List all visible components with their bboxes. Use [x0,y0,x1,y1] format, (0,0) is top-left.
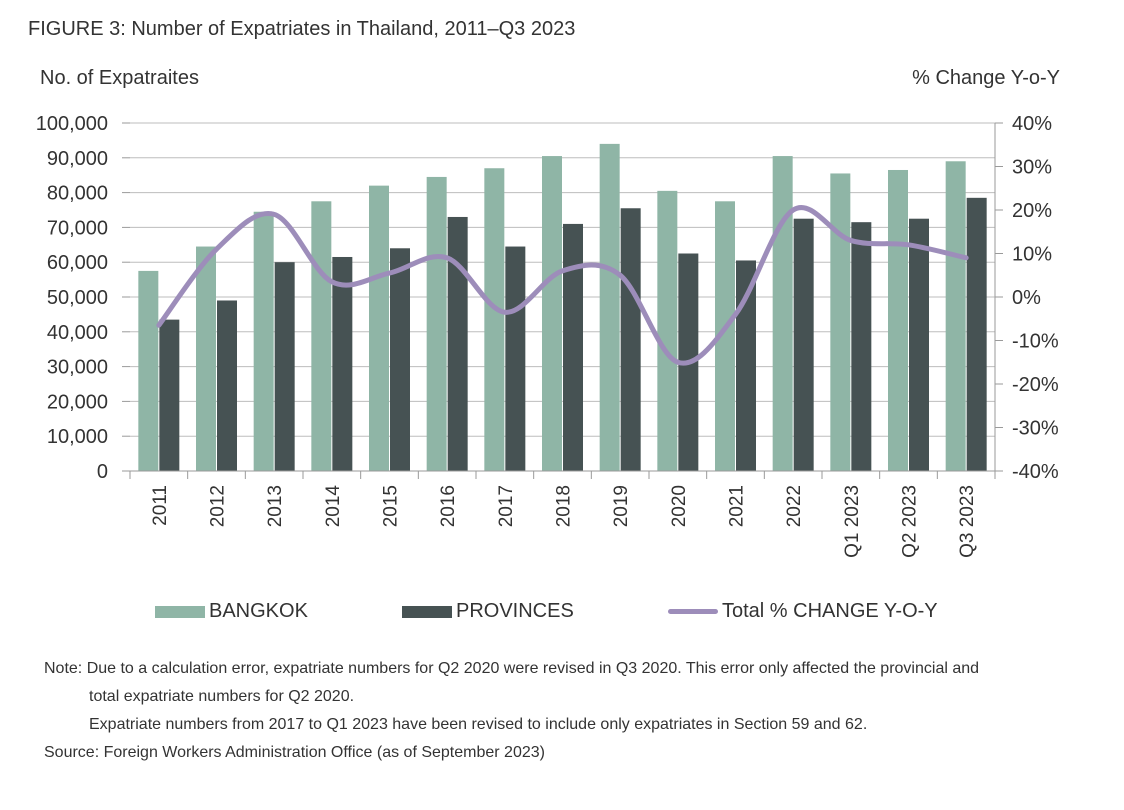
bar-bangkok [138,270,159,471]
x-tick-label: 2020 [669,485,690,527]
bar-bangkok [888,169,908,472]
right-tick-label: -40% [1012,461,1059,483]
left-tick-label: 60,000 [47,252,108,274]
bar-provinces [159,319,180,471]
x-tick-label: Q2 2023 [900,485,921,558]
note-line-1: Note: Due to a calculation error, expatr… [44,660,980,677]
chart-canvas: 0 10,000 20,000 30,000 40,000 50,000 60,000 70,… [36,113,1059,558]
right-tick-label: 30% [1012,157,1052,179]
bar-bangkok [715,201,735,472]
bar-bangkok [542,156,562,471]
left-tick-label: 10,000 [47,426,108,448]
legend-swatch-provinces [402,605,452,618]
bar-provinces [274,262,295,471]
x-tick-label: 2018 [554,485,575,527]
left-tick-label: 80,000 [47,183,108,205]
bar-bangkok [772,156,793,471]
bar-provinces [563,223,583,471]
right-tick-label: 10% [1012,244,1052,266]
x-tick-label: 2011 [150,485,171,526]
bar-provinces [332,256,353,471]
x-tick-label: 2022 [784,485,805,527]
bar-bangkok [426,176,447,471]
bar-provinces [505,246,526,471]
left-axis-title: No. of Expatraites [40,67,199,89]
x-tick-label: 2012 [208,485,229,527]
bar-bangkok [484,168,505,472]
bar-bangkok [311,201,332,472]
x-tick-label: Q3 2023 [957,485,978,558]
right-tick-label: 0% [1012,287,1041,309]
legend-item-provinces: PROVINCES [402,600,574,623]
right-tick-label: -30% [1012,418,1059,440]
left-tick-label: 30,000 [47,357,108,379]
bar-bangkok [369,185,389,471]
left-tick-label: 40,000 [47,322,108,344]
left-tick-label: 50,000 [47,287,108,309]
bar-bangkok [830,173,851,471]
right-tick-label: 40% [1012,113,1052,135]
x-tick-label: 2015 [381,485,402,527]
bar-bangkok [657,190,678,472]
bar-provinces [390,248,410,471]
right-tick-label: -10% [1012,331,1059,353]
bar-provinces [620,208,641,471]
left-tick-label: 0 [97,461,108,483]
x-tick-label: Q1 2023 [842,485,863,558]
notes: Note: Due to a calculation error, expatr… [44,655,979,767]
right-tick-label: -20% [1012,374,1059,396]
x-tick-label: 2014 [323,485,344,528]
right-tick-label: 20% [1012,200,1052,222]
left-tick-label: 70,000 [47,217,108,239]
left-tick-label: 100,000 [36,113,108,135]
bar-provinces [736,260,756,471]
left-tick-label: 20,000 [47,391,108,413]
legend-swatch-total [668,609,718,614]
bar-provinces [217,300,237,471]
bar-provinces [793,218,814,471]
legend-label-total: Total % CHANGE Y-O-Y [722,600,938,622]
legend-label-provinces: PROVINCES [456,600,574,622]
legend-swatch-bangkok [155,605,205,618]
legend: BANGKOK PROVINCES Total % CHANGE Y-O-Y [0,600,1124,630]
bar-bangkok [196,246,216,471]
bar-provinces [966,197,987,471]
x-tick-label: 2021 [727,485,748,527]
bar-provinces [909,218,929,471]
right-axis-title: % Change Y-o-Y [912,67,1060,89]
x-tick-label: 2017 [496,485,517,527]
bar-bangkok [945,161,966,471]
bar-provinces [851,222,872,471]
x-tick-label: 2016 [438,485,459,527]
chart-title: FIGURE 3: Number of Expatriates in Thail… [28,18,576,40]
x-tick-label: 2019 [611,485,632,527]
note-line-2: total expatriate numbers for Q2 2020. [89,688,355,705]
legend-label-bangkok: BANGKOK [209,600,308,622]
source-line: Source: Foreign Workers Administration O… [44,744,545,761]
x-tick-label: 2013 [265,485,286,527]
left-tick-label: 90,000 [47,148,108,170]
bar-provinces [447,216,468,471]
series-line-total-change [156,205,969,366]
bar-bangkok [599,143,620,471]
legend-item-bangkok: BANGKOK [155,600,308,623]
legend-item-total: Total % CHANGE Y-O-Y [668,600,938,623]
note-line-3: Expatriate numbers from 2017 to Q1 2023 … [89,716,868,733]
bar-bangkok [253,211,274,472]
